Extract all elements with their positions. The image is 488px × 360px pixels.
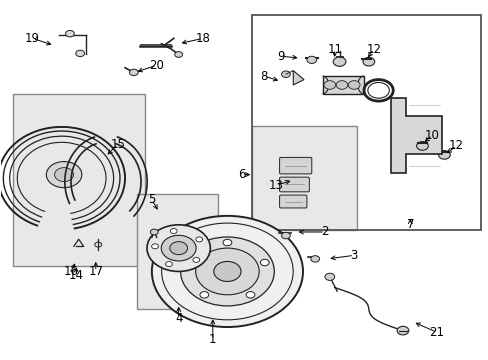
Text: 20: 20 — [149, 59, 164, 72]
Text: 12: 12 — [366, 42, 381, 55]
Text: 8: 8 — [260, 69, 267, 82]
Text: 3: 3 — [350, 249, 357, 262]
Circle shape — [281, 71, 290, 77]
Bar — [13, 94, 144, 266]
Text: 17: 17 — [88, 265, 103, 278]
Text: 11: 11 — [326, 42, 342, 55]
Text: 16: 16 — [64, 265, 79, 278]
Circle shape — [193, 257, 199, 262]
Circle shape — [76, 50, 84, 57]
Circle shape — [396, 326, 408, 335]
Circle shape — [196, 237, 202, 242]
Circle shape — [281, 232, 290, 239]
Circle shape — [165, 262, 172, 267]
Text: 10: 10 — [424, 129, 439, 142]
Circle shape — [151, 244, 158, 249]
Circle shape — [150, 229, 158, 235]
Bar — [251, 15, 480, 230]
Polygon shape — [293, 71, 304, 85]
Circle shape — [310, 256, 319, 262]
FancyBboxPatch shape — [279, 195, 306, 208]
Circle shape — [325, 273, 334, 280]
Circle shape — [438, 150, 449, 159]
Circle shape — [55, 168, 73, 181]
Bar — [137, 194, 217, 309]
Circle shape — [195, 248, 259, 295]
Text: 15: 15 — [110, 138, 125, 150]
Text: 21: 21 — [429, 326, 444, 339]
Circle shape — [306, 56, 316, 63]
Circle shape — [170, 229, 177, 234]
Circle shape — [65, 31, 74, 37]
Circle shape — [129, 69, 138, 76]
Text: 9: 9 — [277, 50, 284, 63]
Bar — [251, 126, 356, 230]
Circle shape — [174, 51, 182, 57]
Text: 12: 12 — [448, 139, 463, 152]
Circle shape — [180, 237, 274, 306]
Circle shape — [347, 81, 359, 89]
FancyBboxPatch shape — [279, 157, 311, 174]
Circle shape — [147, 225, 210, 271]
Circle shape — [213, 261, 241, 282]
Text: 4: 4 — [175, 311, 182, 325]
Circle shape — [362, 57, 374, 66]
Circle shape — [260, 259, 269, 266]
Circle shape — [185, 259, 194, 266]
FancyBboxPatch shape — [279, 177, 309, 192]
Text: 6: 6 — [238, 168, 245, 181]
Circle shape — [416, 141, 427, 150]
Text: 18: 18 — [195, 32, 210, 45]
Text: 13: 13 — [268, 179, 283, 192]
Text: 2: 2 — [321, 225, 328, 238]
Circle shape — [152, 216, 303, 327]
Text: 5: 5 — [148, 193, 155, 206]
Circle shape — [335, 81, 347, 89]
Text: 14: 14 — [69, 269, 83, 282]
Text: 19: 19 — [25, 32, 40, 45]
Circle shape — [46, 162, 81, 188]
Circle shape — [324, 81, 335, 89]
Polygon shape — [390, 98, 441, 173]
Circle shape — [332, 57, 345, 66]
Circle shape — [223, 239, 231, 246]
Text: 1: 1 — [209, 333, 216, 346]
Text: 7: 7 — [406, 218, 413, 231]
Bar — [322, 76, 363, 94]
Circle shape — [200, 292, 208, 298]
Circle shape — [169, 242, 187, 255]
Circle shape — [245, 292, 254, 298]
Circle shape — [161, 235, 196, 261]
